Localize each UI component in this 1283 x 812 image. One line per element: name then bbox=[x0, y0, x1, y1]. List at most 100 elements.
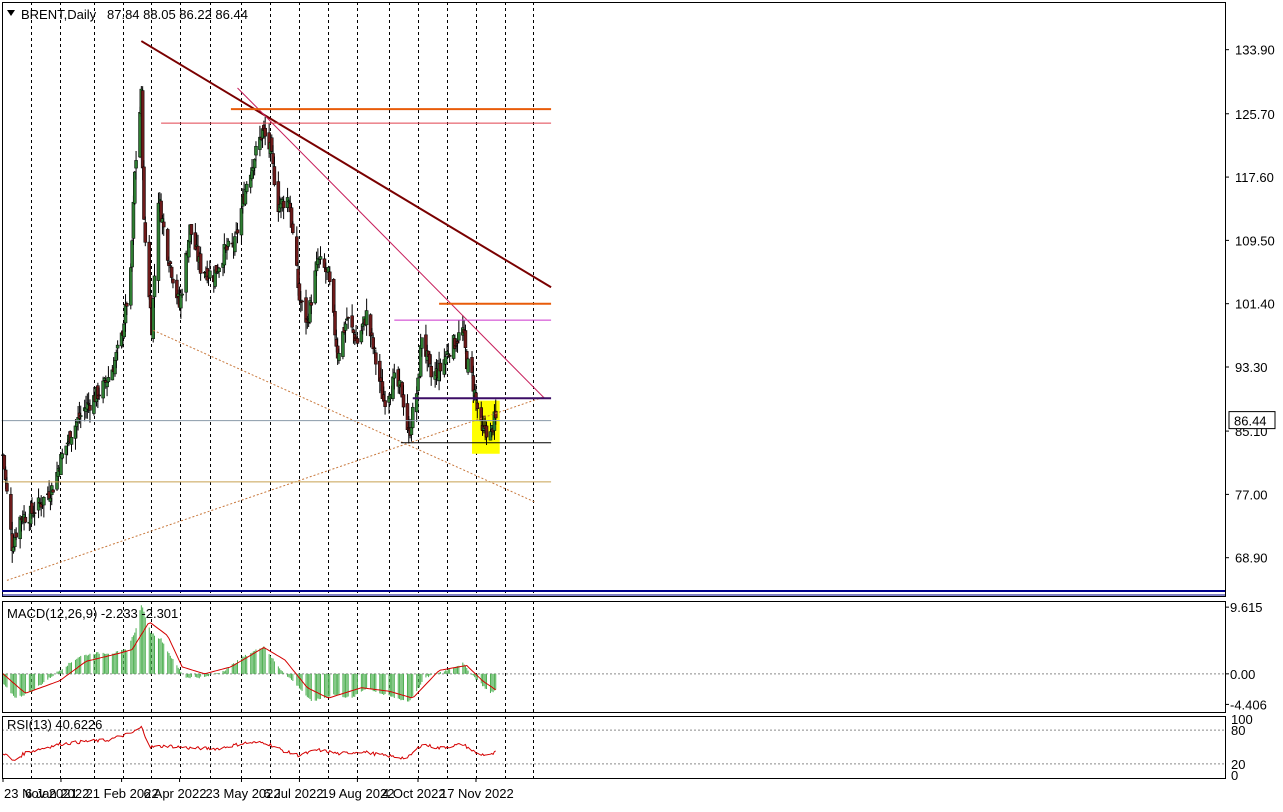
candle-body bbox=[318, 256, 323, 260]
candle-body bbox=[5, 483, 9, 492]
candle-body bbox=[142, 166, 146, 220]
candle-body bbox=[233, 236, 237, 253]
candle-body bbox=[346, 317, 350, 319]
macd-tick-label: -4.406 bbox=[1230, 697, 1267, 712]
candle-body bbox=[474, 392, 478, 400]
rsi-line bbox=[2, 725, 496, 761]
candle-body bbox=[198, 253, 203, 274]
candle-body bbox=[134, 160, 138, 169]
trendline bbox=[140, 40, 552, 289]
candlestick-series bbox=[1, 86, 498, 563]
macd-tick-label: 9.615 bbox=[1230, 600, 1263, 615]
candle-body bbox=[169, 266, 174, 278]
candle-body bbox=[239, 208, 244, 236]
y-axis-labels: 68.9077.0085.1093.30101.40109.50117.6012… bbox=[1225, 43, 1275, 783]
candle-body bbox=[359, 330, 364, 343]
candle-body bbox=[364, 310, 369, 326]
candle-body bbox=[97, 394, 101, 397]
x-tick-label: 6 Apr 2022 bbox=[144, 786, 207, 801]
candle-body bbox=[165, 229, 170, 261]
candle-body bbox=[420, 337, 424, 349]
macd-panel bbox=[2, 605, 497, 702]
macd-label: MACD(12,26,9) -2.233 -2.301 bbox=[7, 606, 178, 621]
candle-body bbox=[351, 329, 356, 334]
candle-body bbox=[51, 489, 55, 493]
candle-body bbox=[401, 394, 406, 408]
panel-frame bbox=[2, 2, 1226, 597]
candle-body bbox=[168, 261, 173, 265]
candle-body bbox=[152, 275, 157, 298]
y-tick-label: 101.40 bbox=[1235, 297, 1275, 312]
x-tick-label: 6 Jan 2022 bbox=[25, 786, 89, 801]
grid-lines bbox=[2, 2, 1225, 778]
candle-body bbox=[9, 494, 13, 530]
candle-body bbox=[281, 200, 286, 209]
candle-body bbox=[252, 159, 257, 169]
candle-body bbox=[226, 240, 231, 247]
candle-body bbox=[309, 302, 314, 306]
trendlines bbox=[1, 40, 552, 581]
y-tick-label: 125.70 bbox=[1235, 107, 1275, 122]
candle-body bbox=[355, 338, 360, 344]
candle-body bbox=[175, 279, 179, 299]
last-price-label: 86.44 bbox=[1234, 414, 1267, 429]
candle-body bbox=[350, 315, 354, 328]
macd-tick-label: 0.00 bbox=[1230, 667, 1255, 682]
candle-body bbox=[125, 303, 129, 307]
candle-body bbox=[300, 300, 304, 303]
x-tick-label: 17 Nov 2022 bbox=[440, 786, 514, 801]
symbol-label: BRENT,Daily bbox=[21, 7, 97, 22]
x-tick-label: 6 Jul 2022 bbox=[263, 786, 323, 801]
rsi-tick-label: 0 bbox=[1231, 768, 1238, 783]
candle-body bbox=[23, 516, 28, 523]
candle-body bbox=[217, 267, 221, 272]
y-tick-label: 109.50 bbox=[1235, 233, 1275, 248]
rsi-label: RSI(13) 40.6226 bbox=[7, 717, 102, 732]
candle-body bbox=[392, 372, 397, 379]
x-tick-label: 23 May 2022 bbox=[205, 786, 280, 801]
trendline bbox=[6, 396, 545, 581]
candle-body bbox=[105, 382, 109, 388]
candle-body bbox=[184, 252, 188, 293]
candle-body bbox=[484, 425, 489, 438]
candle-body bbox=[370, 332, 374, 336]
candle-body bbox=[130, 240, 134, 268]
candle-body bbox=[147, 241, 151, 298]
candle-body bbox=[416, 377, 420, 392]
candle-body bbox=[42, 497, 46, 506]
candle-body bbox=[143, 222, 148, 243]
candle-body bbox=[383, 400, 387, 407]
last-price-tag: 86.44 bbox=[1228, 411, 1276, 430]
y-tick-label: 68.90 bbox=[1235, 551, 1268, 566]
panel-frame bbox=[2, 716, 1226, 779]
candle-body bbox=[106, 377, 111, 383]
candle-body bbox=[254, 146, 258, 156]
candle-body bbox=[101, 380, 105, 399]
candle-body bbox=[272, 166, 277, 186]
candle-body bbox=[189, 224, 194, 235]
candle-body bbox=[429, 365, 433, 378]
candle-body bbox=[341, 331, 345, 357]
candle-body bbox=[343, 323, 348, 331]
candle-body bbox=[131, 201, 136, 239]
collapse-triangle-icon[interactable] bbox=[7, 10, 15, 16]
candle-body bbox=[333, 311, 337, 336]
rsi-tick-label: 80 bbox=[1231, 723, 1245, 738]
trendline bbox=[237, 87, 545, 399]
candle-body bbox=[443, 356, 448, 365]
candle-body bbox=[337, 352, 341, 361]
y-tick-label: 93.30 bbox=[1235, 360, 1268, 375]
candle-body bbox=[244, 183, 249, 192]
x-tick-label: 19 Aug 2022 bbox=[321, 786, 394, 801]
candle-body bbox=[372, 347, 377, 350]
candle-body bbox=[493, 410, 498, 419]
candle-body bbox=[156, 202, 161, 281]
panel-frames bbox=[2, 2, 1226, 779]
candle-body bbox=[222, 244, 227, 266]
candle-body bbox=[180, 293, 184, 296]
candle-body bbox=[88, 404, 92, 411]
candle-body bbox=[368, 314, 373, 337]
